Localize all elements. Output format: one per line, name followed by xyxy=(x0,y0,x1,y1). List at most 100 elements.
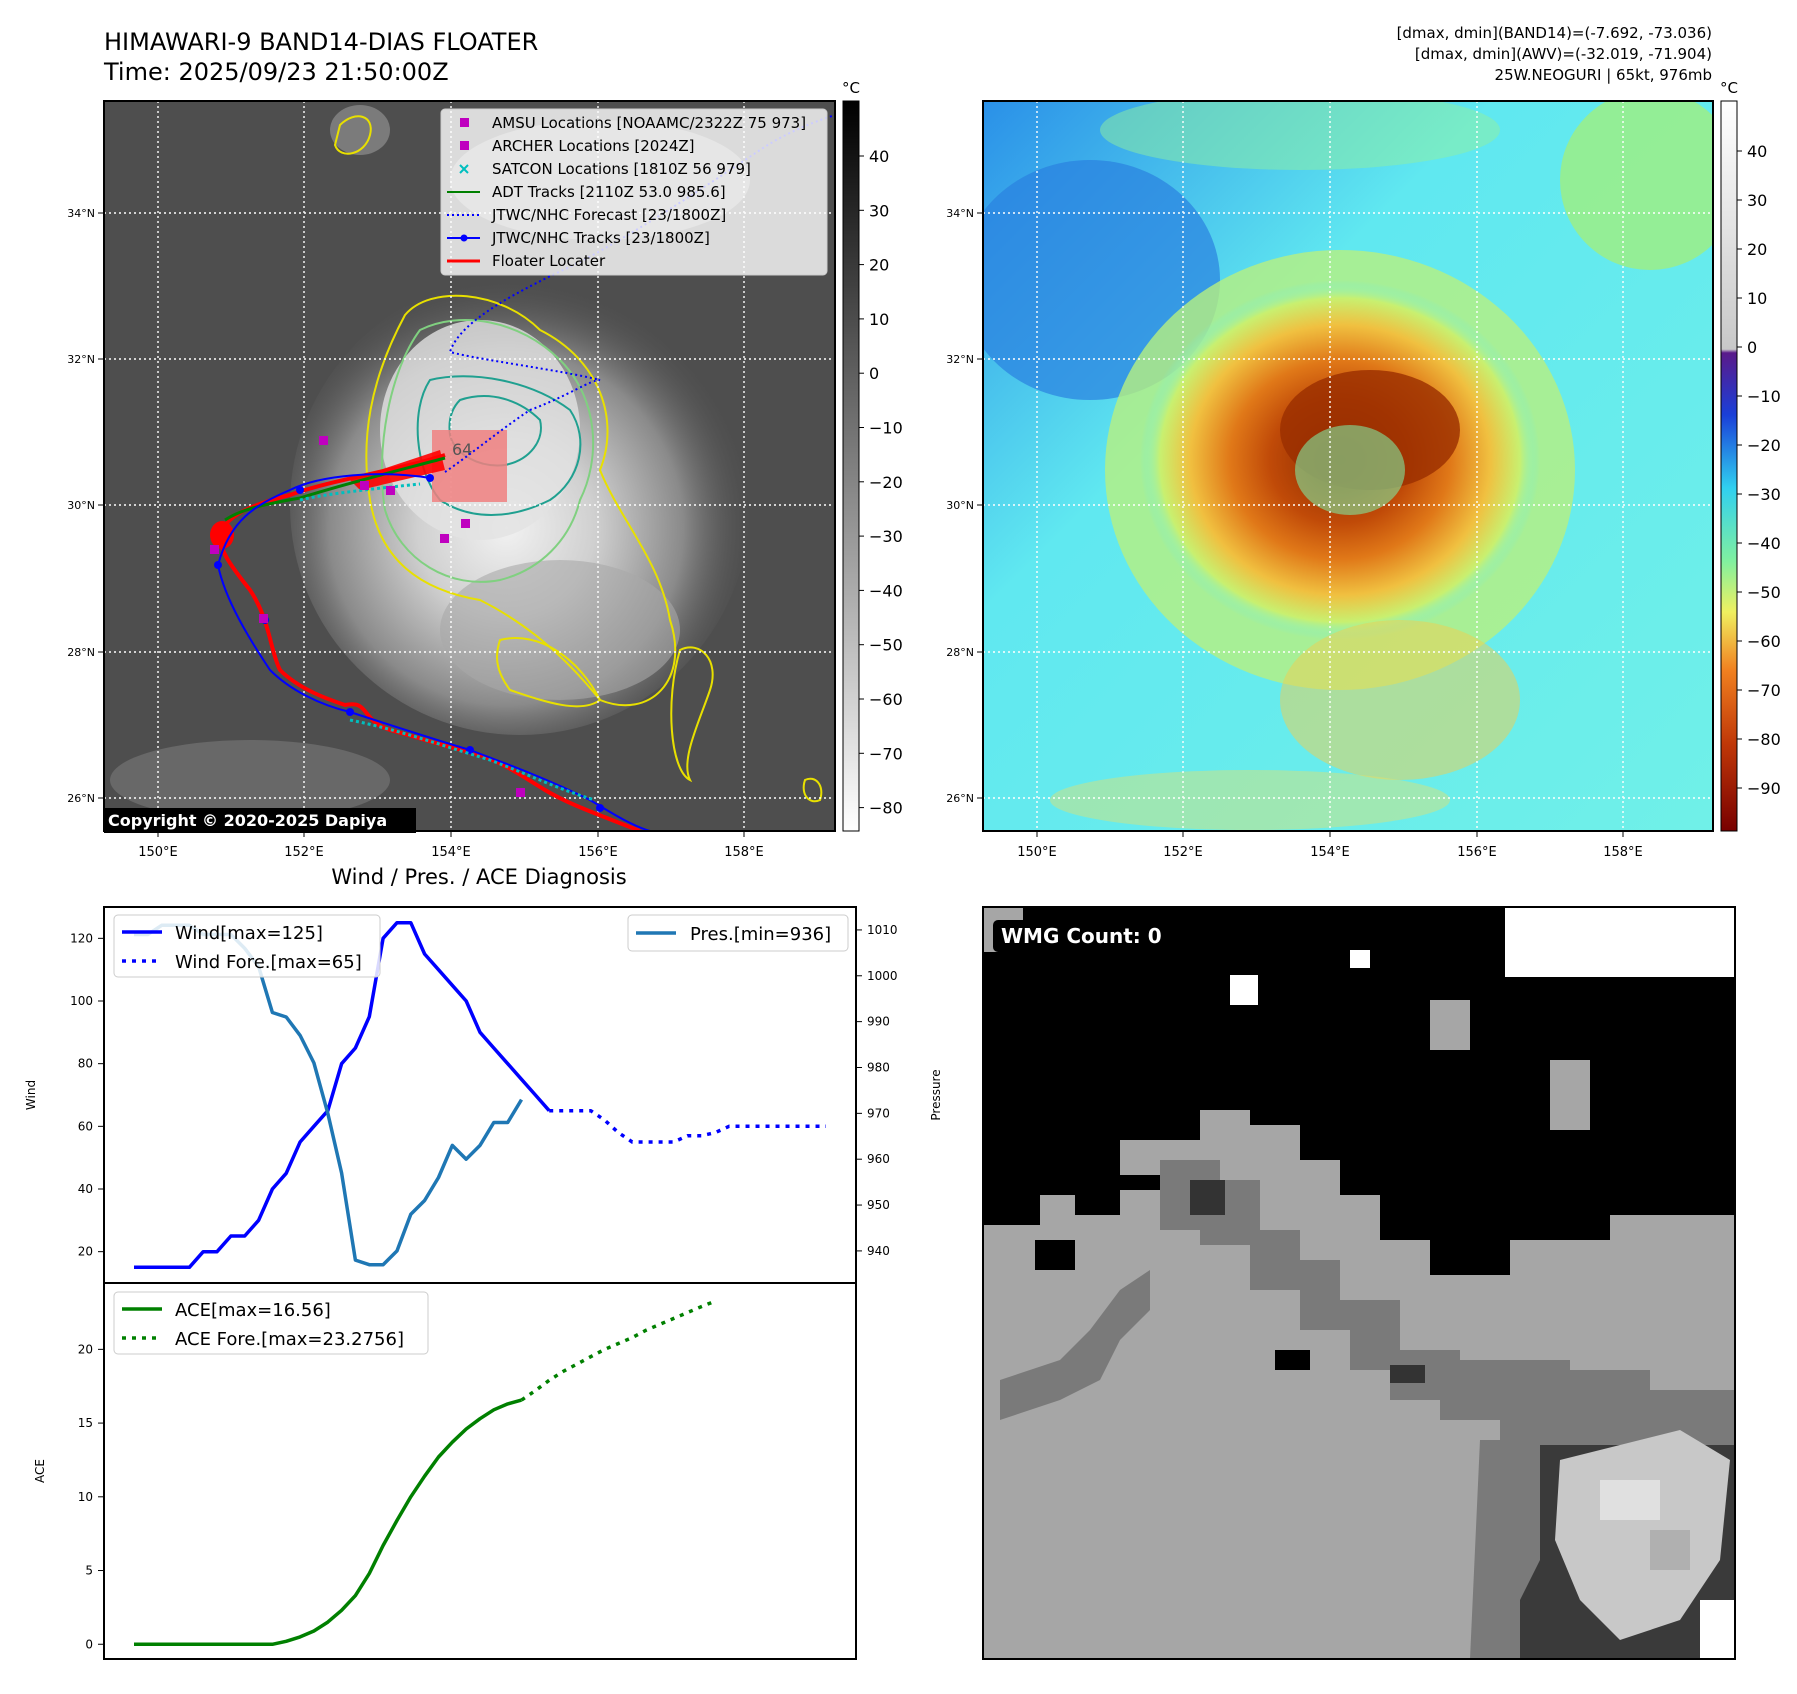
awv-colorbar-tick: −60 xyxy=(1747,632,1781,651)
series-line-0 xyxy=(134,920,551,1270)
sat-legend-item: AMSU Locations [NOAAMC/2322Z 75 973] xyxy=(460,114,806,132)
sat-lon-ticks: 150°E 152°E 154°E 156°E 158°E xyxy=(138,831,764,860)
sat-lat-tick: 26°N xyxy=(67,792,95,805)
sat-legend-label: SATCON Locations [1810Z 56 979] xyxy=(492,160,751,178)
wind-legend: Wind[max=125] Wind Fore.[max=65] xyxy=(113,914,381,978)
right-y-tick: 970 xyxy=(867,1106,890,1120)
sat-legend-label: JTWC/NHC Forecast [23/1800Z] xyxy=(491,206,726,224)
sat-lon-tick: 158°E xyxy=(724,845,764,860)
awv-lon-ticks: 150°E 152°E 154°E 156°E 158°E xyxy=(1017,831,1643,860)
right-y-tick: 1000 xyxy=(867,969,898,983)
sat-legend-item: JTWC/NHC Tracks [23/1800Z] xyxy=(447,229,710,247)
awv-map: 150°E 152°E 154°E 156°E 158°E 34°N 32°N 30°N 28… xyxy=(946,79,1781,860)
stats-awv: [dmax, dmin](AWV)=(-32.019, -71.904) xyxy=(1415,45,1712,63)
wmg-black-region xyxy=(983,907,1735,1275)
awv-lon-tick: 154°E xyxy=(1310,845,1350,860)
sat-colorbar-tick: −20 xyxy=(869,473,903,492)
sat-frame xyxy=(103,100,836,832)
sat-colorbar xyxy=(842,100,860,832)
ace-y-ticks: 0 5 10 15 20 xyxy=(78,1342,104,1651)
sat-colorbar-tick: −30 xyxy=(869,527,903,546)
sat-colorbar-tick: −10 xyxy=(869,419,903,438)
awv-lon-tick: 158°E xyxy=(1603,845,1643,860)
right-y-tick: 940 xyxy=(867,1244,890,1258)
legend-wind: Wind[max=125] xyxy=(175,923,323,944)
sat-legend-item: SATCON Locations [1810Z 56 979] xyxy=(459,160,751,178)
wind-axis-label: Wind xyxy=(24,1080,38,1110)
ace-series-group xyxy=(134,1299,716,1647)
sat-legend-label: ADT Tracks [2110Z 53.0 985.6] xyxy=(492,183,726,201)
left-y-tick: 100 xyxy=(70,994,93,1008)
sat-colorbar-tick: 0 xyxy=(869,364,879,383)
right-y-tick: 980 xyxy=(867,1060,890,1074)
sat-colorbar-tick: −70 xyxy=(869,744,903,763)
sat-legend-item: JTWC/NHC Forecast [23/1800Z] xyxy=(447,206,726,224)
awv-lat-ticks: 34°N 32°N 30°N 28°N 26°N xyxy=(946,207,983,805)
sat-colorbar-tick: 20 xyxy=(869,256,889,275)
awv-colorbar-tick: 0 xyxy=(1747,338,1757,357)
sat-lon-tick: 152°E xyxy=(284,845,324,860)
sat-legend-label: JTWC/NHC Tracks [23/1800Z] xyxy=(491,229,710,247)
wind-pressure-chart: Wind / Pres. / ACE Diagnosis 20 40 60 80 100… xyxy=(24,865,943,1284)
ace-legend: ACE[max=16.56] ACE Fore.[max=23.2756] xyxy=(113,1291,429,1355)
legend-ace: ACE[max=16.56] xyxy=(175,1300,331,1321)
right-y-tick: 960 xyxy=(867,1152,890,1166)
awv-colorbar-tick: −40 xyxy=(1747,534,1781,553)
sat-legend-label: AMSU Locations [NOAAMC/2322Z 75 973] xyxy=(492,114,806,132)
awv-colorbar-tick: 10 xyxy=(1747,289,1767,308)
left-y-tick: 5 xyxy=(85,1564,93,1578)
figure-timestamp: Time: 2025/09/23 21:50:00Z xyxy=(103,58,449,86)
sat-legend-item: Floater Locater xyxy=(447,252,606,270)
awv-colorbar-tick: −10 xyxy=(1747,387,1781,406)
stats-storm: 25W.NEOGURI | 65kt, 976mb xyxy=(1495,66,1712,84)
wmg-count-label: WMG Count: 0 xyxy=(1001,924,1162,948)
floater-box xyxy=(432,430,507,502)
awv-frame xyxy=(982,100,1714,832)
floater-box-label: 64 xyxy=(452,440,472,459)
awv-colorbar-tick: −90 xyxy=(1747,779,1781,798)
awv-colorbar-tick: −20 xyxy=(1747,436,1781,455)
ace-axis-label: ACE xyxy=(33,1459,47,1483)
sat-lon-tick: 150°E xyxy=(138,845,178,860)
sat-colorbar-tick: 40 xyxy=(869,147,889,166)
sat-lat-tick: 34°N xyxy=(67,207,95,220)
awv-colorbar-tick: 20 xyxy=(1747,240,1767,259)
sat-colorbar-ticks: 40 30 20 10 0 −10 −20 −30 −40 −50 −60 −70 −80 xyxy=(859,147,903,818)
copyright-text: Copyright © 2020-2025 Dapiya xyxy=(108,811,387,830)
left-y-tick: 15 xyxy=(78,1416,93,1430)
fix-markers xyxy=(210,436,525,797)
pressure-axis-label: Pressure xyxy=(929,1069,943,1120)
awv-lon-tick: 150°E xyxy=(1017,845,1057,860)
sat-colorbar-tick: 10 xyxy=(869,310,889,329)
pressure-legend: Pres.[min=936] xyxy=(627,914,849,952)
awv-colorbar-tick: −50 xyxy=(1747,583,1781,602)
wmg-panel: WMG Count: 0 xyxy=(982,906,1736,1660)
sat-lat-tick: 30°N xyxy=(67,499,95,512)
sat-colorbar-tick: −40 xyxy=(869,581,903,600)
legend-wind-forecast: Wind Fore.[max=65] xyxy=(175,952,362,973)
series-line-1 xyxy=(520,1299,716,1402)
awv-colorbar-ticks: 40 30 20 10 0 −10 −20 −30 −40 −50 −60 −70 −80 −90 xyxy=(1737,142,1781,798)
sat-lon-tick: 156°E xyxy=(578,845,618,860)
wind-y-ticks: 20 40 60 80 100 120 xyxy=(70,931,104,1259)
wmg-frame xyxy=(982,906,1736,1660)
right-y-tick: 1010 xyxy=(867,923,898,937)
sat-lat-ticks: 34°N 32°N 30°N 28°N 26°N xyxy=(67,207,104,805)
adt-track xyxy=(224,456,446,522)
left-y-tick: 0 xyxy=(85,1637,93,1651)
figure-title: HIMAWARI-9 BAND14-DIAS FLOATER xyxy=(104,28,538,56)
awv-colorbar xyxy=(1720,100,1738,832)
chart-title: Wind / Pres. / ACE Diagnosis xyxy=(331,865,626,889)
left-y-tick: 80 xyxy=(78,1057,93,1071)
sat-legend-item: ARCHER Locations [2024Z] xyxy=(460,137,695,155)
legend-pressure: Pres.[min=936] xyxy=(690,924,831,945)
sat-colorbar-tick: 30 xyxy=(869,201,889,220)
sat-legend-label: Floater Locater xyxy=(492,252,606,270)
pressure-y-ticks: 940 950 960 970 980 990 1000 1010 xyxy=(856,923,898,1258)
awv-colorbar-unit: °C xyxy=(1720,79,1738,97)
sat-legend: AMSU Locations [NOAAMC/2322Z 75 973] ARCH… xyxy=(440,108,828,276)
sat-lat-tick: 28°N xyxy=(67,646,95,659)
copyright-badge xyxy=(104,808,416,833)
